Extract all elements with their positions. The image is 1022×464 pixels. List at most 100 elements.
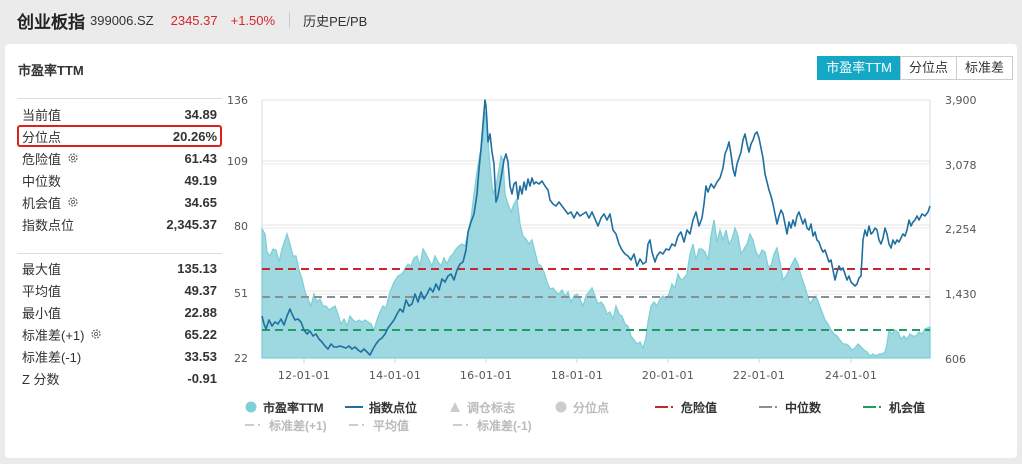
stat-danger-value: 危险值 61.43 — [17, 147, 222, 169]
stat-value: 65.22 — [184, 326, 217, 342]
triangle-icon — [450, 402, 460, 412]
legend-rebalance-marker[interactable]: 调仓标志 — [449, 399, 555, 416]
stat-label: 平均值 — [22, 283, 62, 299]
y-axis-right: 3,900 3,078 2,254 1,430 606 — [945, 94, 977, 366]
dash-icon — [245, 424, 260, 426]
stat-value: 2,345.37 — [166, 216, 217, 232]
circle-icon — [245, 401, 257, 413]
section-title: 历史PE/PB — [303, 13, 368, 29]
stat-current-value: 当前值 34.89 — [17, 103, 222, 125]
y-right-tick: 3,078 — [945, 159, 977, 172]
card-title: 市盈率TTM — [18, 63, 84, 78]
stat-label-wrap: 危险值 — [22, 149, 79, 168]
stat-label: 标准差(+1) — [22, 327, 85, 343]
gear-icon[interactable] — [90, 328, 102, 340]
dash-icon — [759, 406, 777, 408]
stat-label-wrap: 标准差(+1) — [22, 325, 102, 344]
legend-median[interactable]: 中位数 — [759, 399, 863, 416]
stat-percentile: 分位点 20.26% — [17, 125, 222, 147]
x-tick-label: 22-01-01 — [733, 369, 785, 382]
stat-label: Z 分数 — [22, 371, 60, 387]
stat-value: 20.26% — [172, 128, 217, 144]
stat-label: 分位点 — [22, 129, 62, 145]
x-tick-label: 14-01-01 — [369, 369, 421, 382]
y-left-tick: 109 — [227, 155, 248, 168]
legend-danger-value[interactable]: 危险值 — [655, 399, 759, 416]
x-tick-label: 18-01-01 — [551, 369, 603, 382]
dash-icon — [349, 424, 364, 426]
stat-mean: 平均值 49.37 — [17, 279, 222, 301]
y-right-tick: 606 — [945, 353, 966, 366]
x-tick-label: 20-01-01 — [642, 369, 694, 382]
index-name: 创业板指 — [17, 12, 85, 32]
pe-area — [261, 111, 931, 359]
stat-opportunity-value: 机会值 34.65 — [17, 191, 222, 213]
y-right-tick: 1,430 — [945, 288, 977, 301]
stat-value: 34.65 — [184, 194, 217, 210]
stat-median: 中位数 49.19 — [17, 169, 222, 191]
stat-value: 135.13 — [177, 260, 217, 276]
gear-icon[interactable] — [67, 152, 79, 164]
y-right-tick: 3,900 — [945, 94, 977, 107]
stat-label: 机会值 — [22, 195, 62, 211]
stat-label: 最小值 — [22, 305, 62, 321]
stat-value: 34.89 — [184, 106, 217, 122]
line-icon — [345, 406, 363, 408]
stat-max: 最大值 135.13 — [17, 257, 222, 279]
stat-min: 最小值 22.88 — [17, 301, 222, 323]
legend-std-minus-1[interactable]: 标准差(-1) — [453, 417, 563, 434]
stat-index-points: 指数点位 2,345.37 — [17, 213, 222, 235]
stat-value: 22.88 — [184, 304, 217, 320]
stats-divider-top — [17, 98, 222, 99]
x-tick-label: 16-01-01 — [460, 369, 512, 382]
index-header: 创业板指 399006.SZ 2345.37 +1.50% 历史PE/PB — [0, 0, 1022, 40]
index-line — [261, 99, 931, 356]
pe-card: 市盈率TTM 市盈率TTM 分位点 标准差 当前值 34.89 分位点 20.2… — [5, 44, 1017, 458]
index-code: 399006.SZ — [90, 12, 154, 28]
stat-std-minus-1: 标准差(-1) 33.53 — [17, 345, 222, 367]
header-divider — [289, 12, 291, 28]
dash-icon — [655, 406, 673, 408]
chart-legend: 市盈率TTM 指数点位 调仓标志 分位点 危险值 中位数 — [245, 398, 963, 434]
x-tick-label: 24-01-01 — [825, 369, 877, 382]
stat-value: -0.91 — [187, 370, 217, 386]
dash-icon — [863, 406, 881, 408]
stats-panel: 当前值 34.89 分位点 20.26% 危险值 61.43 中位数 49.19… — [17, 98, 222, 389]
gear-icon[interactable] — [67, 196, 79, 208]
stat-label: 指数点位 — [22, 217, 75, 233]
legend-pe-ttm[interactable]: 市盈率TTM — [245, 399, 345, 416]
y-left-tick: 80 — [234, 220, 248, 233]
stat-value: 33.53 — [184, 348, 217, 364]
stat-z-score: Z 分数 -0.91 — [17, 367, 222, 389]
pe-chart[interactable]: 12-01-01 14-01-01 16-01-01 18-01-01 20-0… — [5, 44, 1017, 394]
legend-percentile[interactable]: 分位点 — [555, 399, 655, 416]
y-left-tick: 136 — [227, 94, 248, 107]
stats-divider-middle — [17, 253, 222, 254]
stat-label: 危险值 — [22, 151, 62, 167]
stat-label-wrap: 机会值 — [22, 193, 79, 212]
stat-value: 61.43 — [184, 150, 217, 166]
stat-label: 中位数 — [22, 173, 62, 189]
stat-value: 49.37 — [184, 282, 217, 298]
stat-label: 最大值 — [22, 261, 62, 277]
y-left-tick: 51 — [234, 287, 248, 300]
index-price: 2345.37 — [170, 12, 218, 28]
circle-icon — [555, 401, 567, 413]
stat-std-plus-1: 标准差(+1) 65.22 — [17, 323, 222, 345]
metric-tab-group: 市盈率TTM 分位点 标准差 — [817, 56, 1013, 80]
stat-label: 当前值 — [22, 107, 62, 123]
x-tick-label: 12-01-01 — [278, 369, 330, 382]
index-change: +1.50% — [230, 12, 276, 28]
legend-opportunity-value[interactable]: 机会值 — [863, 399, 963, 416]
legend-mean[interactable]: 平均值 — [349, 417, 453, 434]
stat-label: 标准差(-1) — [22, 349, 82, 365]
stat-value: 49.19 — [184, 172, 217, 188]
y-right-tick: 2,254 — [945, 223, 977, 236]
y-left-tick: 22 — [234, 352, 248, 365]
legend-index-points[interactable]: 指数点位 — [345, 399, 449, 416]
x-axis: 12-01-01 14-01-01 16-01-01 18-01-01 20-0… — [278, 358, 877, 382]
tab-std-dev[interactable]: 标准差 — [955, 56, 1013, 80]
legend-std-plus-1[interactable]: 标准差(+1) — [245, 417, 349, 434]
y-axis-left: 136 109 80 51 22 — [227, 94, 248, 365]
dash-icon — [453, 424, 468, 426]
